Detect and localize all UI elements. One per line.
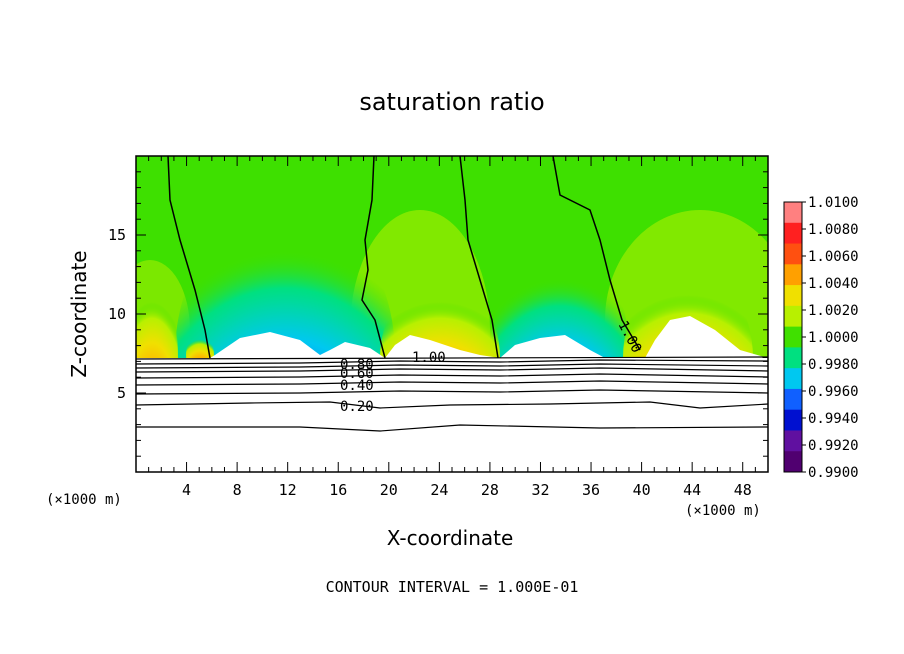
contour-label: 0.80 [340,357,374,373]
colorbar-swatch [784,388,802,411]
colorbar-label: 1.0060 [808,249,859,265]
colorbar-swatch [784,243,802,265]
x-tick-label: 12 [279,481,297,499]
x-axis-label: X-coordinate [386,526,514,550]
colorbar-swatch [784,222,802,245]
contour-label: 0.60 [340,366,374,382]
x-tick-label: 24 [430,481,448,499]
left-unit-label: (×1000 m) [46,492,122,508]
colorbar-label: 1.0000 [808,330,859,346]
colorbar-label: 1.0020 [808,303,859,319]
contour-label: 1.00 [412,350,446,366]
x-tick-label: 36 [582,481,600,499]
colorbar-swatch [784,305,802,328]
y-tick-label: 10 [108,305,126,323]
chart-title: saturation ratio [359,88,545,116]
colorbar-swatch [784,409,802,431]
colorbar: 1.0100 1.0080 1.0060 1.0040 1.0020 1.0000 0.99… [783,195,859,481]
colorbar-swatch [784,430,802,452]
colorbar-swatch [784,202,802,224]
y-tick-label: 15 [108,226,126,244]
x-tick-label: 8 [233,481,242,499]
contour-1-lines [167,156,641,359]
colorbar-swatch [784,285,802,307]
subcloud-white [136,316,768,472]
field-layer [136,156,768,472]
colorbar-swatch [784,264,802,286]
colorbar-swatch [784,326,802,348]
y-tick-label: 5 [117,384,126,402]
lower-contours [135,356,769,432]
colorbar-label: 1.0100 [808,195,859,211]
contour-label: 0.20 [340,399,374,415]
contour-label: 0.40 [340,378,374,394]
colorbar-label: 0.9900 [808,465,859,481]
colorbar-label: 0.9940 [808,411,859,427]
x-tick-label: 40 [633,481,651,499]
colorbar-label: 1.0080 [808,222,859,238]
colorbar-swatch [784,451,802,473]
x-tick-label: 4 [182,481,191,499]
contour-interval-note: CONTOUR INTERVAL = 1.000E-01 [325,578,579,596]
colorbar-label: 1.0040 [808,276,859,292]
x-tick-label: 32 [531,481,549,499]
x-tick-label: 44 [683,481,701,499]
colorbar-swatch [784,347,802,369]
colorbar-label: 0.9960 [808,384,859,400]
right-unit-label: (×1000 m) [685,503,761,519]
x-tick-label: 48 [734,481,752,499]
colorbar-swatch [784,368,802,390]
colorbar-label: 0.9920 [808,438,859,454]
x-tick-label: 20 [380,481,398,499]
x-tick-label: 28 [481,481,499,499]
x-tick-label: 16 [329,481,347,499]
colorbar-label: 0.9980 [808,357,859,373]
